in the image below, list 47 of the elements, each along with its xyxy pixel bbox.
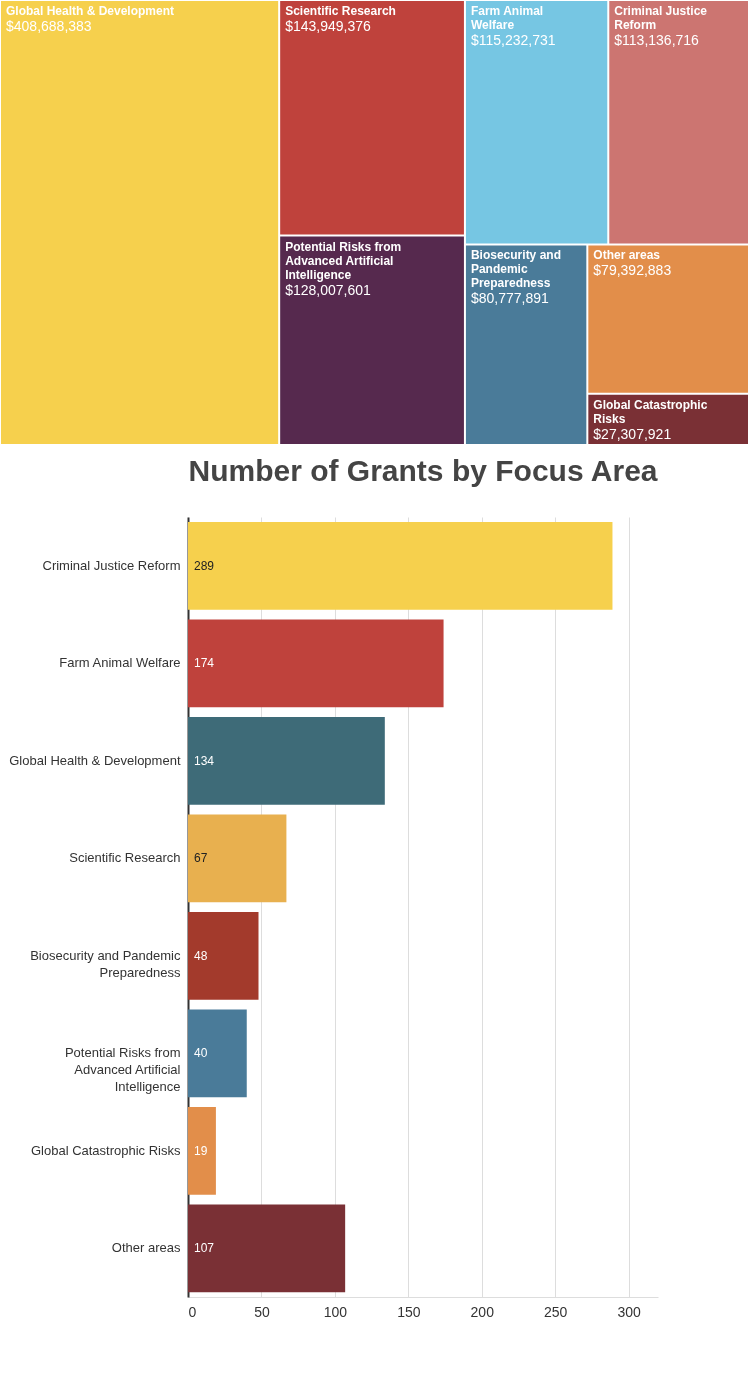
bar <box>188 1204 346 1293</box>
data-label: $128,007,601 <box>285 281 372 298</box>
data-label: 40 <box>194 1046 208 1061</box>
y-tick-label: Global Health & Development <box>9 752 181 768</box>
x-tick-label: 300 <box>617 1303 642 1320</box>
category-label: Scientific Research <box>285 4 396 18</box>
data-label: $80,777,891 <box>470 290 550 307</box>
category-label: Criminal Justice Reform <box>614 4 708 32</box>
category-label: Global Catastrophic Risks <box>593 397 708 426</box>
data-label: 107 <box>194 1241 215 1256</box>
data-label: $115,232,731 <box>470 32 556 48</box>
x-tick-label: 0 <box>188 1303 197 1320</box>
y-tick-label: Scientific Research <box>69 850 181 866</box>
y-tick-label: Other areas <box>111 1240 181 1256</box>
y-tick-label: Criminal Justice Reform <box>42 557 181 573</box>
data-label: 19 <box>194 1143 208 1158</box>
x-tick-label: 150 <box>397 1303 421 1320</box>
x-tick-label: 50 <box>254 1303 270 1320</box>
y-tick-label: Global Catastrophic Risks <box>30 1142 181 1158</box>
data-label: $408,688,383 <box>6 18 92 34</box>
x-tick-label: 100 <box>323 1303 348 1320</box>
bar <box>188 814 287 903</box>
y-tick-label: Farm Animal Welfare <box>59 655 181 671</box>
data-label: 67 <box>194 851 208 866</box>
y-tick-label: Biosecurity and Pandemic Preparedness <box>30 947 181 980</box>
data-label: $79,392,883 <box>593 262 672 279</box>
bar <box>188 1009 247 1098</box>
data-label: 134 <box>194 753 215 768</box>
data-label: $113,136,716 <box>614 32 700 48</box>
category-label: Other areas <box>593 248 661 263</box>
data-label: $143,949,376 <box>285 18 372 34</box>
chart-title: Number of Grants by Focus Area <box>188 454 658 487</box>
data-label: 174 <box>194 656 215 671</box>
x-tick-label: 200 <box>470 1303 495 1320</box>
bar <box>188 619 444 708</box>
data-label: 48 <box>194 948 208 963</box>
category-label: Biosecurity and Pandemic Preparedness <box>470 248 561 291</box>
bar <box>188 521 613 610</box>
x-tick-label: 250 <box>544 1303 568 1320</box>
data-label: 289 <box>194 558 215 573</box>
bar <box>188 716 385 805</box>
category-label: Farm Animal Welfare <box>470 4 544 32</box>
category-label: Potential Risks from Advanced Artificial Intelligence <box>285 239 402 282</box>
data-label: $27,307,921 <box>593 425 672 442</box>
bar <box>188 911 259 1000</box>
y-tick-label: Potential Risks from Advanced Artificial Intelligence <box>64 1045 181 1095</box>
bar <box>188 1106 216 1195</box>
